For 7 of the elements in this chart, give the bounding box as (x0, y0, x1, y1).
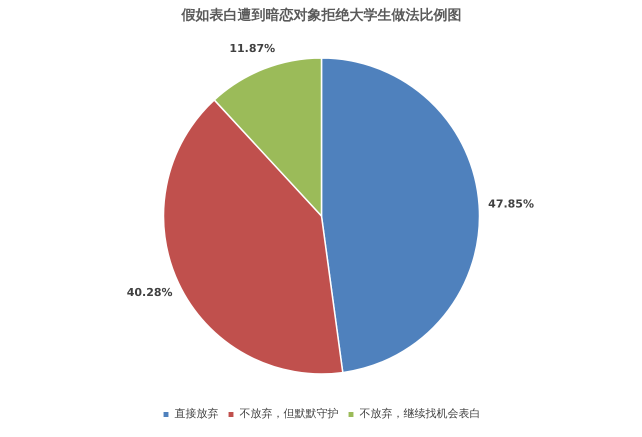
data-label: 47.85% (488, 197, 534, 210)
data-label: 11.87% (229, 42, 276, 55)
legend-label: 直接放弃 (174, 406, 218, 421)
legend-label: 不放弃，继续找机会表白 (360, 406, 480, 421)
data-label: 40.28% (126, 286, 173, 300)
chart-title: 假如表白遭到暗恋对象拒绝大学生做法比例图 (180, 6, 462, 24)
legend-label: 不放弃，但默默守护 (240, 406, 338, 421)
